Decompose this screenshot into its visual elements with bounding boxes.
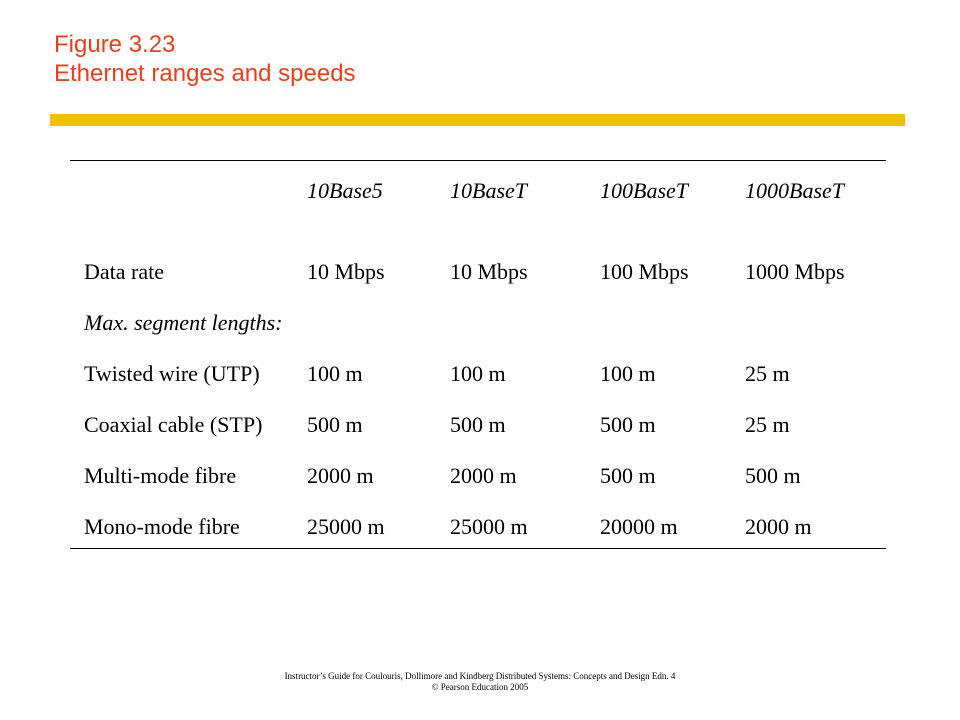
slide-footer: Instructor’s Guide for Coulouris, Dollim… <box>0 671 960 693</box>
table-cell: 100 m <box>600 361 656 386</box>
table-bottom-rule <box>70 548 886 549</box>
table-cell: 100 m <box>450 361 506 386</box>
accent-bar <box>50 114 905 126</box>
table-cell: 25000 m <box>450 514 528 539</box>
row-label: Mono-mode fibre <box>84 514 240 539</box>
row-label: Twisted wire (UTP) <box>84 361 260 386</box>
slide-title: Figure 3.23 Ethernet ranges and speeds <box>54 30 356 88</box>
table-cell: 500 m <box>600 412 656 437</box>
table-cell: 1000 Mbps <box>745 259 845 284</box>
column-header: 10Base5 <box>307 178 383 203</box>
section-label: Max. segment lengths: <box>84 310 283 335</box>
row-label: Multi-mode fibre <box>84 463 237 488</box>
table-cell: 100 Mbps <box>600 259 689 284</box>
table-cell: 500 m <box>600 463 656 488</box>
table-cell: 20000 m <box>600 514 678 539</box>
table-cell: 500 m <box>307 412 363 437</box>
row-label: Coaxial cable (STP) <box>84 412 263 437</box>
table-cell: 100 m <box>307 361 363 386</box>
column-header: 1000BaseT <box>745 178 844 203</box>
footer-copyright: © Pearson Education 2005 <box>431 682 529 692</box>
table-cell: 500 m <box>745 463 801 488</box>
table-cell: 25 m <box>745 412 790 437</box>
table-cell: 10 Mbps <box>450 259 528 284</box>
table-cell: 10 Mbps <box>307 259 385 284</box>
table-cell: 25 m <box>745 361 790 386</box>
table-cell: 2000 m <box>745 514 812 539</box>
footer-citation: Instructor’s Guide for Coulouris, Dollim… <box>284 671 676 681</box>
table-top-rule <box>70 160 886 161</box>
table-cell: 25000 m <box>307 514 385 539</box>
table-cell: 2000 m <box>450 463 517 488</box>
column-header: 10BaseT <box>450 178 527 203</box>
figure-caption: Ethernet ranges and speeds <box>54 60 356 87</box>
figure-number: Figure 3.23 <box>54 31 176 58</box>
table-cell: 2000 m <box>307 463 374 488</box>
column-header: 100BaseT <box>600 178 688 203</box>
table-cell: 500 m <box>450 412 506 437</box>
row-label: Data rate <box>84 259 164 284</box>
